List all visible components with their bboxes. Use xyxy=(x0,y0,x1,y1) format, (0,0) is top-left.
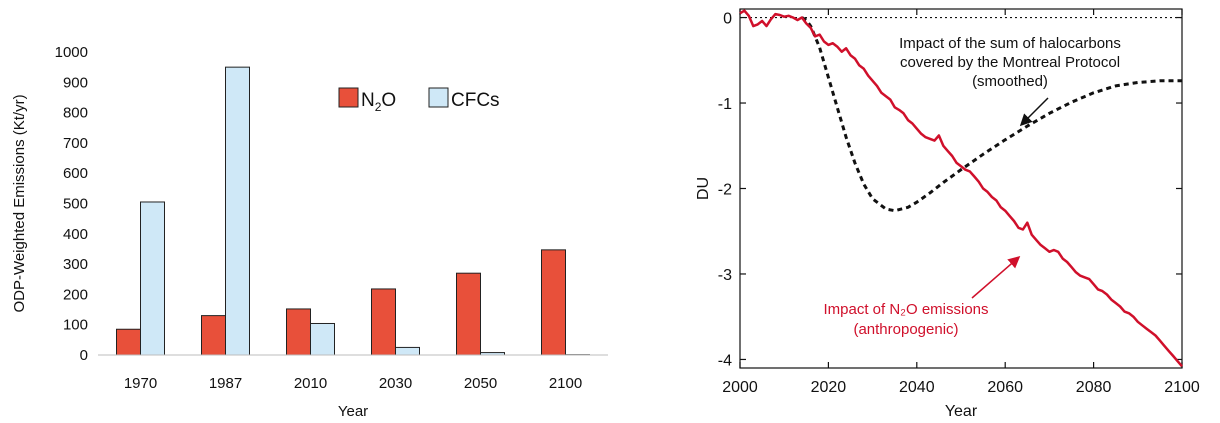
bar-n2o xyxy=(541,249,566,356)
halocarbons-arrow xyxy=(1019,97,1049,127)
bar-n2o xyxy=(371,288,396,356)
bar-n2o xyxy=(201,315,226,356)
legend-label-cfcs: CFCs xyxy=(451,90,500,111)
line-axis-ticks xyxy=(739,9,1183,368)
bar-x-tick-label: 1987 xyxy=(209,375,242,392)
bar-x-tick-label: 1970 xyxy=(124,375,157,392)
line-series xyxy=(739,9,1183,368)
legend-n2o-tail: O xyxy=(381,90,396,111)
bar-legend: N2O CFCs xyxy=(338,87,500,114)
line-x-tick-label: 2040 xyxy=(899,379,935,396)
legend-label-n2o: N2O xyxy=(361,90,396,114)
bar-y-tick-label: 800 xyxy=(63,105,88,122)
legend-n2o-base: N xyxy=(361,90,375,111)
bar-y-tick-label: 400 xyxy=(63,226,88,243)
line-x-tick-label: 2100 xyxy=(1164,379,1200,396)
bar-n2o xyxy=(456,272,481,356)
n2o-annotation: Impact of N₂O emissions (anthropogenic) xyxy=(823,301,988,338)
bar-y-tick-label: 900 xyxy=(63,74,88,91)
bar-x-tick-label: 2050 xyxy=(464,375,497,392)
bar-cfcs xyxy=(395,346,420,356)
bar-x-axis-label: Year xyxy=(338,403,368,420)
line-x-axis-label: Year xyxy=(945,403,978,420)
bar-y-tick-label: 300 xyxy=(63,256,88,273)
legend-n2o-subscript: 2 xyxy=(375,100,382,114)
bar-y-axis-label: ODP-Weighted Emissions (Kt/yr) xyxy=(11,94,28,312)
bar-y-tick-label: 200 xyxy=(63,286,88,303)
bar-y-tick-label: 500 xyxy=(63,196,88,213)
n2o-impact-line xyxy=(739,9,1183,368)
legend-swatch-cfcs xyxy=(428,87,449,108)
halocarbons-annotation-line-3: (smoothed) xyxy=(972,73,1048,90)
bar-y-tick-label: 0 xyxy=(80,347,88,364)
line-x-tick-label: 2060 xyxy=(987,379,1023,396)
bar-y-tick-label: 700 xyxy=(63,135,88,152)
line-chart: 0 -1 -2 -3 -4 2000 2020 2040 2060 2080 2100 DU Ye… xyxy=(695,8,1200,420)
bar-cfcs xyxy=(310,322,335,356)
bar-x-tick-labels: 1970 1987 2010 2030 2050 2100 xyxy=(124,375,582,392)
bar-cfcs xyxy=(225,66,250,356)
line-x-tick-label: 2000 xyxy=(722,379,758,396)
halocarbons-impact-line xyxy=(801,16,1182,213)
bar-y-tick-label: 600 xyxy=(63,165,88,182)
bar-x-tick-label: 2100 xyxy=(549,375,582,392)
line-y-tick-label: -3 xyxy=(718,267,732,284)
line-x-tick-label: 2080 xyxy=(1076,379,1112,396)
bar-x-tick-label: 2030 xyxy=(379,375,412,392)
bar-y-tick-label: 100 xyxy=(63,317,88,334)
line-y-tick-label: -4 xyxy=(718,352,732,369)
bar-cfcs xyxy=(140,201,165,356)
bar-bars xyxy=(116,66,590,356)
line-y-tick-labels: 0 -1 -2 -3 -4 xyxy=(718,11,732,370)
halocarbons-annotation-line-2: covered by the Montreal Protocol xyxy=(900,54,1120,71)
bar-chart: 0 100 200 300 400 500 600 700 800 900 1000 1970 198… xyxy=(11,44,608,420)
line-y-tick-label: 0 xyxy=(723,11,732,28)
line-y-tick-label: -2 xyxy=(718,182,732,199)
n2o-annotation-line-2: (anthropogenic) xyxy=(853,321,958,338)
bar-y-tick-label: 1000 xyxy=(55,44,88,61)
line-y-axis-label: DU xyxy=(695,177,712,200)
n2o-annotation-line-1: Impact of N₂O emissions xyxy=(823,301,988,318)
bar-n2o xyxy=(286,308,311,356)
line-y-tick-label: -1 xyxy=(718,96,732,113)
bar-n2o xyxy=(116,328,141,356)
legend-swatch-n2o xyxy=(338,87,359,108)
line-x-tick-label: 2020 xyxy=(811,379,847,396)
line-x-tick-labels: 2000 2020 2040 2060 2080 2100 xyxy=(722,379,1200,396)
halocarbons-annotation: Impact of the sum of halocarbons covered… xyxy=(899,35,1121,90)
bar-x-tick-label: 2010 xyxy=(294,375,327,392)
halocarbons-annotation-line-1: Impact of the sum of halocarbons xyxy=(899,35,1121,52)
bar-y-tick-labels: 0 100 200 300 400 500 600 700 800 900 1000 xyxy=(55,44,88,364)
annotation-arrows xyxy=(971,97,1049,299)
n2o-arrow xyxy=(971,256,1021,299)
